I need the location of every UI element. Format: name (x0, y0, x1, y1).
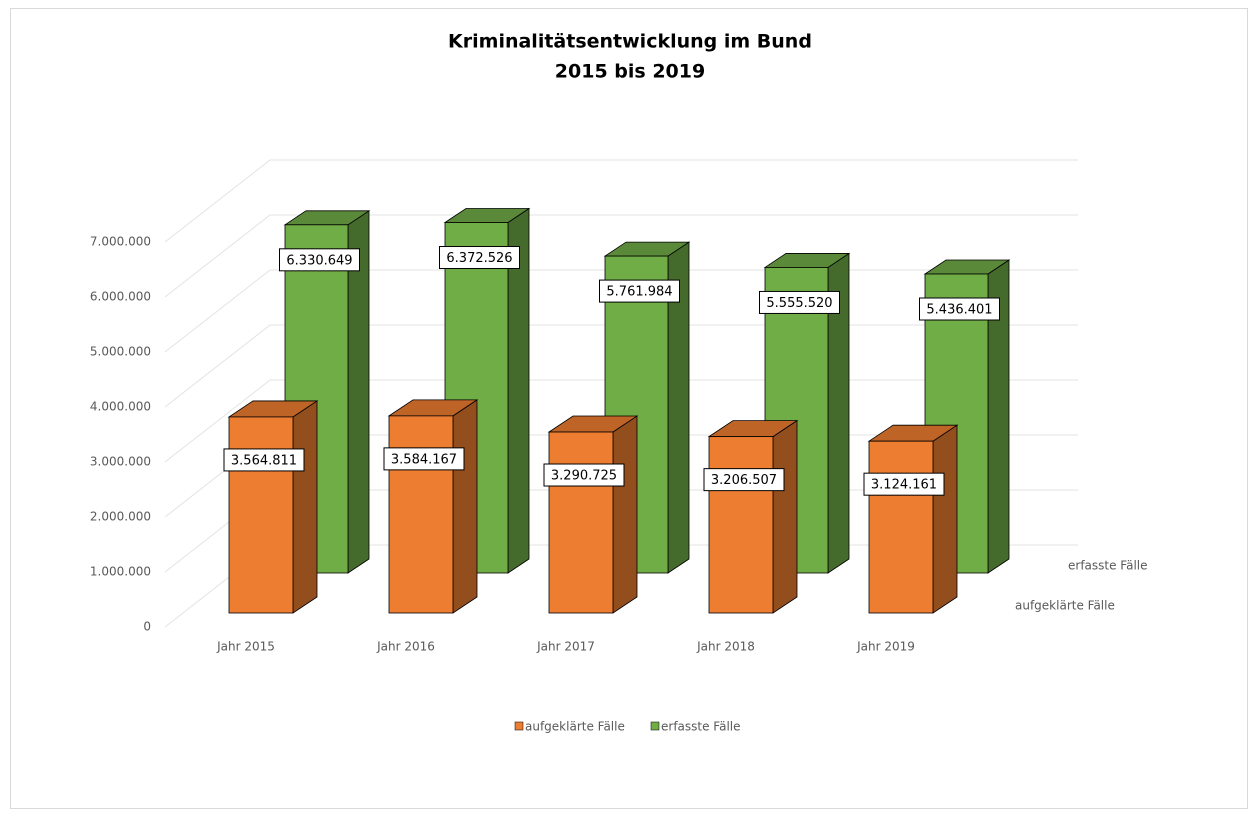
y-tick-label: 1.000.000 (90, 565, 151, 579)
chart-title: Kriminalitätsentwicklung im Bund (448, 31, 812, 53)
value-label: 5.761.984 (606, 285, 672, 300)
grid-line (164, 214, 1078, 298)
value-label-box (279, 248, 360, 272)
y-tick-label: 7.000.000 (90, 235, 151, 249)
y-tick-label: 5.000.000 (90, 345, 151, 359)
bar-side (612, 415, 638, 614)
bar-side (292, 400, 318, 614)
chart-border (10, 8, 1248, 809)
y-tick-label: 3.000.000 (90, 455, 151, 469)
x-tick-label: Jahr 2017 (536, 640, 595, 654)
depth-label: aufgeklärte Fälle (1015, 599, 1115, 613)
y-tick-label: 6.000.000 (90, 290, 151, 304)
x-tick-label: Jahr 2018 (696, 640, 755, 654)
bar-side (932, 424, 958, 614)
value-label-box (383, 447, 465, 471)
legend-swatch (514, 721, 524, 731)
bar (708, 436, 774, 614)
value-label-box (759, 290, 840, 314)
y-tick-label: 4.000.000 (90, 400, 151, 414)
bar (548, 431, 614, 614)
x-tick-label: Jahr 2015 (216, 640, 275, 654)
value-label-box (919, 297, 1000, 321)
value-label: 3.584.167 (391, 452, 457, 467)
x-tick-label: Jahr 2016 (376, 640, 435, 654)
value-label-box (543, 463, 625, 487)
value-label: 3.124.161 (871, 478, 937, 493)
value-label: 3.564.811 (231, 453, 297, 468)
bar-side (452, 399, 478, 614)
grid-line (164, 159, 1078, 243)
value-label-box (863, 472, 945, 496)
depth-label: erfasste Fälle (1068, 559, 1148, 573)
value-label-box (703, 468, 785, 492)
value-label-box (599, 279, 680, 303)
y-tick-label: 0 (143, 620, 151, 634)
legend-label: erfasste Fälle (661, 720, 741, 734)
bar (868, 440, 934, 614)
value-label: 5.555.520 (766, 296, 832, 311)
bar (228, 416, 294, 614)
value-label-box (223, 448, 305, 472)
legend-label: aufgeklärte Fälle (525, 720, 625, 734)
bar (388, 415, 454, 614)
value-label: 3.206.507 (711, 473, 777, 488)
value-label: 6.330.649 (286, 253, 352, 268)
y-tick-label: 2.000.000 (90, 510, 151, 524)
value-label: 6.372.526 (446, 251, 512, 266)
value-label-box (439, 246, 520, 270)
value-label: 5.436.401 (926, 302, 992, 317)
value-label: 3.290.725 (551, 469, 617, 484)
x-tick-label: Jahr 2019 (856, 640, 915, 654)
chart-subtitle: 2015 bis 2019 (555, 61, 705, 83)
bar-side (772, 419, 798, 614)
legend-swatch (650, 721, 660, 731)
